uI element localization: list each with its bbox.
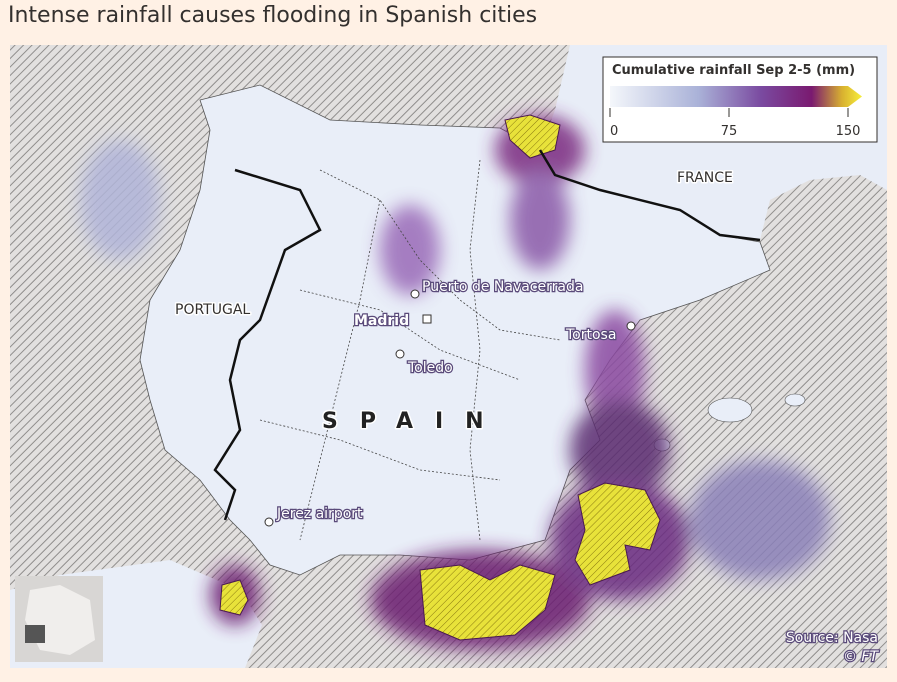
legend-title: Cumulative rainfall Sep 2-5 (mm) xyxy=(612,63,855,78)
place-label: Jerez airport xyxy=(276,506,363,522)
map xyxy=(10,45,887,668)
place-label: Tortosa xyxy=(565,327,616,343)
legend-tick-label: 150 xyxy=(836,124,861,139)
legend-tick-label: 75 xyxy=(721,124,738,139)
country-label: PORTUGAL xyxy=(175,302,250,318)
title: Intense rainfall causes flooding in Span… xyxy=(8,3,537,28)
legend-tick-label: 0 xyxy=(610,124,618,139)
place-label: Toledo xyxy=(407,360,453,376)
source: Source: Nasa xyxy=(786,630,878,646)
country-label: FRANCE xyxy=(677,170,733,186)
place-label: Puerto de Navacerrada xyxy=(422,279,583,295)
country-label: SPAIN xyxy=(322,409,506,434)
place-label: Madrid xyxy=(354,313,409,329)
credit: © FT xyxy=(843,649,880,665)
legend-scale xyxy=(610,86,862,107)
legend-ticks: 0 75 150 xyxy=(609,108,861,139)
